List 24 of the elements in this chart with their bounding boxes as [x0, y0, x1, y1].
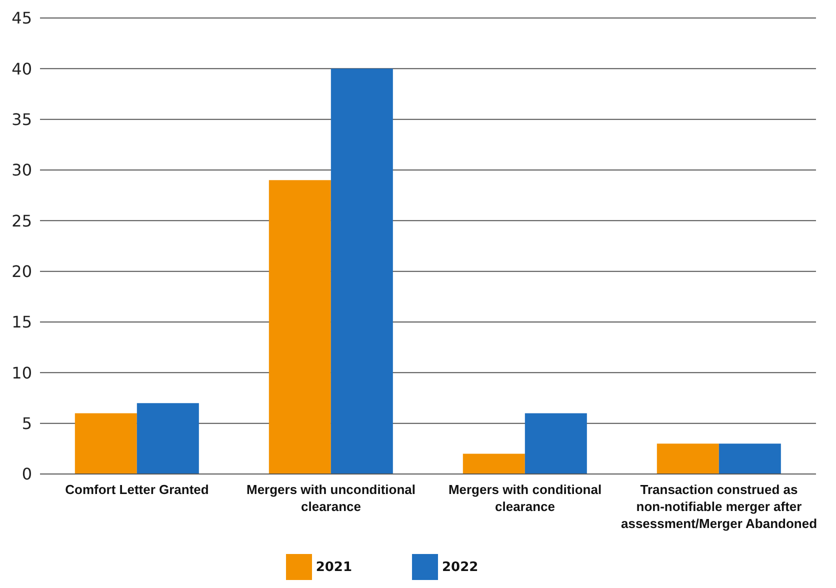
y-tick-label: 35 — [12, 110, 32, 130]
x-tick-label: Mergers with conditional clearance — [448, 482, 602, 514]
bar — [74, 413, 137, 474]
y-tick-label: 20 — [12, 262, 32, 282]
bar — [462, 454, 525, 474]
y-tick-label: 0 — [22, 464, 32, 484]
bar — [656, 444, 719, 474]
bar — [136, 403, 199, 474]
y-tick-label: 30 — [12, 160, 32, 180]
bar — [524, 413, 587, 474]
legend-label: 2022 — [442, 560, 478, 576]
y-tick-label: 15 — [12, 312, 32, 332]
x-tick-label: Comfort Letter Granted — [65, 482, 209, 497]
y-tick-label: 25 — [12, 211, 32, 230]
x-tick-label: Transaction construed as non-notifiable merger after assessment/Merger Abandoned — [620, 482, 818, 531]
y-tick-label: 10 — [12, 363, 32, 382]
bar — [268, 180, 331, 474]
y-tick-label: 45 — [12, 8, 32, 28]
y-tick-label: 40 — [12, 59, 32, 78]
bar — [330, 68, 393, 474]
x-tick-label: Mergers with unconditional clearance — [246, 482, 416, 514]
bar — [718, 444, 781, 474]
y-tick-label: 5 — [22, 414, 32, 434]
legend-label: 2021 — [316, 560, 352, 576]
